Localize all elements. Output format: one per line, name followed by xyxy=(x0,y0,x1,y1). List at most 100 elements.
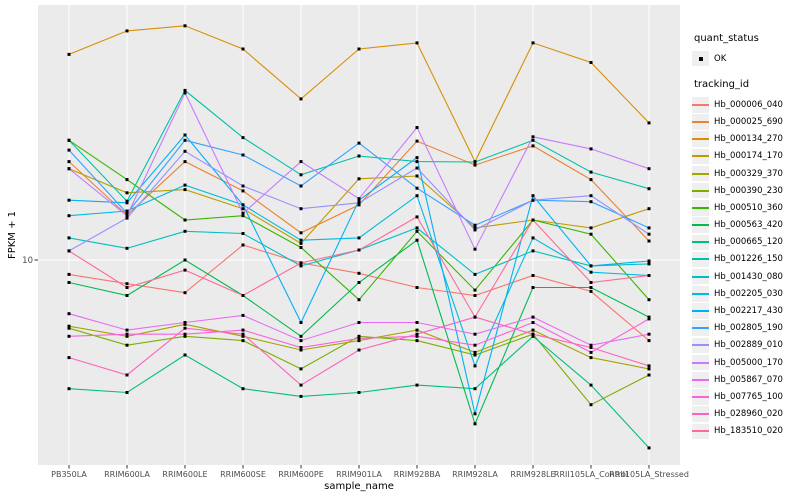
data-point xyxy=(67,387,71,391)
data-point xyxy=(415,328,419,332)
data-point xyxy=(473,272,477,276)
legend-line-icon xyxy=(692,155,709,158)
legend-key-swatch xyxy=(692,182,709,199)
data-point xyxy=(473,223,477,227)
legend-item-tracking-id: Hb_000134_270 xyxy=(692,131,800,148)
data-point xyxy=(473,412,477,416)
legend-line-icon xyxy=(692,361,709,364)
legend-line-icon xyxy=(692,258,709,261)
data-point xyxy=(299,348,303,352)
data-point xyxy=(183,321,187,324)
legend-item-tracking-id: Hb_000390_230 xyxy=(692,182,800,199)
data-point xyxy=(67,356,71,360)
data-point xyxy=(473,353,477,357)
x-tick-label: RRIM928LE xyxy=(510,470,555,479)
legend-item-tracking-id: Hb_000329_370 xyxy=(692,165,800,182)
data-point xyxy=(67,214,71,218)
data-point xyxy=(531,135,535,139)
legend-key-swatch xyxy=(692,354,709,371)
legend-item-tracking-id: Hb_002889_010 xyxy=(692,337,800,354)
data-point xyxy=(647,226,651,230)
legend-item-tracking-id: Hb_000563_420 xyxy=(692,217,800,234)
legend-key-swatch xyxy=(692,234,709,251)
data-point xyxy=(357,236,361,240)
data-point xyxy=(241,328,245,332)
legend-label: Hb_001430_080 xyxy=(714,271,783,282)
data-point xyxy=(357,339,361,343)
legend-key-swatch xyxy=(692,148,709,165)
data-point xyxy=(299,173,303,177)
data-point xyxy=(531,194,535,198)
data-point xyxy=(647,298,651,302)
data-point xyxy=(589,343,593,347)
legend-key-swatch xyxy=(692,114,709,130)
data-point xyxy=(183,183,187,187)
data-point xyxy=(589,286,593,289)
data-point xyxy=(473,350,477,354)
data-point xyxy=(299,367,303,371)
data-point xyxy=(241,214,245,218)
legend-label: Hb_005000_170 xyxy=(714,357,783,368)
data-point xyxy=(589,200,593,204)
legend-label: Hb_000134_270 xyxy=(714,134,783,145)
legend-key-swatch xyxy=(692,423,709,440)
legend-key-swatch xyxy=(692,251,709,268)
data-point xyxy=(183,188,187,192)
data-point xyxy=(531,138,535,142)
data-point xyxy=(473,343,477,347)
legend-line-icon xyxy=(692,241,709,244)
data-point xyxy=(125,334,129,338)
data-point xyxy=(531,274,535,277)
data-point xyxy=(241,334,245,338)
data-point xyxy=(299,184,303,188)
data-point xyxy=(183,218,187,222)
data-point xyxy=(473,422,477,426)
legend-line-icon xyxy=(692,275,709,278)
data-point xyxy=(589,194,593,198)
data-point xyxy=(241,207,245,211)
legend-item-tracking-id: Hb_000006_040 xyxy=(692,96,800,113)
data-point xyxy=(241,243,245,247)
data-point xyxy=(415,139,419,143)
legend-label: Hb_000510_360 xyxy=(714,202,783,213)
x-tick-label: RRIM928BA xyxy=(394,470,441,479)
legend-item-tracking-id: Hb_005867_070 xyxy=(692,371,800,388)
data-point xyxy=(125,214,129,218)
data-point xyxy=(415,126,419,129)
legend-quant-status-items: OK xyxy=(692,50,800,67)
x-tick-label: RRIM600PE xyxy=(278,470,324,479)
data-point xyxy=(183,133,187,137)
data-point xyxy=(357,197,361,201)
data-point xyxy=(241,47,245,51)
data-point xyxy=(241,203,245,207)
legend-key-swatch xyxy=(692,286,709,302)
data-point xyxy=(357,271,361,275)
data-point xyxy=(531,218,535,222)
data-point xyxy=(241,332,245,336)
data-point xyxy=(647,315,651,319)
legend-item-tracking-id: Hb_002205_030 xyxy=(692,285,800,302)
legend-item-tracking-id: Hb_002217_430 xyxy=(692,302,800,319)
legend-item-tracking-id: Hb_000665_120 xyxy=(692,234,800,251)
data-point xyxy=(299,339,303,343)
legend-item-tracking-id: Hb_007765_100 xyxy=(692,388,800,405)
legend-label: Hb_002205_030 xyxy=(714,288,783,299)
data-point xyxy=(67,167,71,171)
data-point xyxy=(125,286,129,289)
data-point xyxy=(357,177,361,181)
data-point xyxy=(647,317,651,321)
x-tick-label: RRIM901LA xyxy=(336,470,382,479)
data-point xyxy=(67,249,71,253)
legend-label: OK xyxy=(714,53,727,64)
legend-label: Hb_001226_150 xyxy=(714,254,783,265)
legend-line-icon xyxy=(692,378,709,381)
data-point xyxy=(183,326,187,330)
data-point xyxy=(183,334,187,338)
legend-key-point xyxy=(692,50,709,67)
data-point xyxy=(357,141,361,145)
data-point xyxy=(357,336,361,340)
legend-label: Hb_000665_120 xyxy=(714,237,783,248)
data-point xyxy=(125,332,129,336)
data-point xyxy=(357,281,361,284)
data-point xyxy=(67,160,71,164)
